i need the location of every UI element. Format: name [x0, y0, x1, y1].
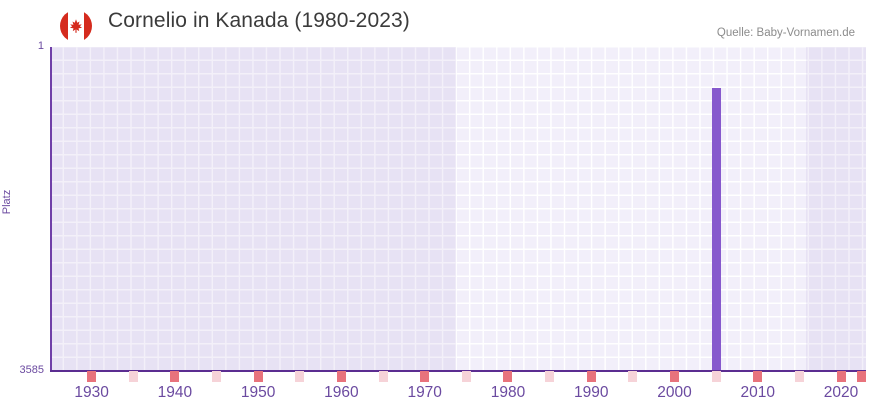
x-axis-line [50, 370, 866, 372]
tick-marker-minor [212, 371, 222, 382]
canada-flag-icon [60, 10, 92, 42]
plot-area [50, 47, 866, 372]
tick-marker-minor [711, 371, 721, 382]
tick-marker-major [586, 371, 596, 382]
tick-marker-major [336, 371, 346, 382]
flag-band-left [60, 10, 68, 42]
tick-marker-minor [295, 371, 305, 382]
source-attribution: Quelle: Baby-Vornamen.de [716, 27, 855, 39]
x-axis-label: 2000 [657, 384, 692, 401]
tick-marker-minor [628, 371, 638, 382]
x-axis-label: 1990 [573, 384, 609, 401]
tick-marker-major [420, 371, 430, 382]
tick-marker-minor [794, 371, 804, 382]
tick-marker-major [170, 371, 180, 382]
tick-marker-major [669, 371, 679, 382]
tick-marker-minor [128, 371, 138, 382]
x-axis-label: 1950 [240, 384, 276, 401]
tick-marker-major [753, 371, 763, 382]
tick-marker-minor [461, 371, 471, 382]
bar [711, 88, 721, 370]
x-axis-label: 1970 [407, 384, 442, 401]
y-axis-title: Platz [1, 189, 13, 215]
tick-marker-major [87, 371, 97, 382]
shaded-region-right [806, 47, 866, 370]
flag-band-right [84, 10, 92, 42]
chart-header: Cornelio in Kanada (1980-2023) Quelle: B… [0, 0, 873, 46]
y-axis-line [50, 47, 52, 370]
x-axis-label: 2020 [823, 384, 859, 401]
tick-marker-major [857, 371, 866, 382]
tick-marker-major [503, 371, 513, 382]
tick-marker-minor [545, 371, 555, 382]
x-axis-label: 1940 [157, 384, 193, 401]
tick-marker-minor [378, 371, 388, 382]
maple-leaf-icon [69, 19, 83, 33]
x-axis-label: 1960 [324, 384, 359, 401]
x-axis-label: 2010 [740, 384, 775, 401]
plot-grid-background [50, 47, 866, 370]
y-axis-bottom-label: 3585 [19, 364, 44, 376]
x-axis-tick-markers [50, 371, 866, 382]
bar-series [50, 47, 866, 370]
tick-marker-major [836, 371, 846, 382]
y-axis-top-label: 1 [37, 40, 44, 52]
x-axis-tick-labels: 1930 1940 1950 1960 1970 1980 1990 2000 2010 2020 [0, 384, 873, 406]
page-title: Cornelio in Kanada (1980-2023) [108, 9, 410, 32]
x-axis-label: 1930 [74, 384, 109, 401]
shaded-region-left [50, 47, 456, 370]
x-axis-label: 1980 [490, 384, 526, 401]
tick-marker-major [253, 371, 263, 382]
